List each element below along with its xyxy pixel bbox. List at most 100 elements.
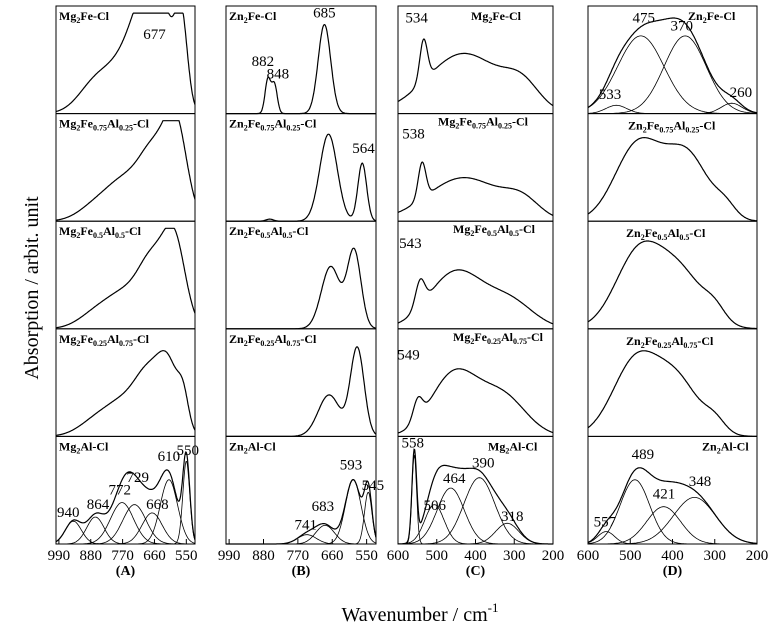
y-axis-title: Absorption / arbit. unit bbox=[21, 196, 43, 380]
component-peak bbox=[398, 504, 553, 545]
sample-label-subscript: 0.75 bbox=[119, 339, 133, 348]
sample-label-subscript: 0.5 bbox=[657, 233, 667, 242]
peak-annotation: 593 bbox=[340, 457, 363, 473]
sample-label-subscript: 0.25 bbox=[657, 341, 671, 350]
peak-annotation: 685 bbox=[313, 5, 336, 21]
sample-label-subscript: 2 bbox=[643, 126, 647, 135]
x-tick-label: 990 bbox=[218, 548, 241, 564]
sample-label-part: Zn bbox=[229, 117, 244, 131]
sample-label-part: -Cl bbox=[133, 117, 150, 131]
sample-label-subscript: 2 bbox=[470, 229, 474, 238]
x-tick-label: 300 bbox=[704, 548, 727, 564]
peak-annotation: 864 bbox=[87, 497, 110, 513]
component-peak bbox=[56, 516, 195, 545]
sample-label-subscript: 0.5 bbox=[115, 231, 125, 240]
sample-label-part: -Cl bbox=[697, 334, 714, 348]
spectrum-row: Zn2Fe-Cl 533 475 370 260 bbox=[587, 5, 758, 115]
sample-label-part: -Cl bbox=[527, 330, 544, 344]
sample-label-part: Al bbox=[673, 119, 686, 133]
spectrum-line bbox=[55, 227, 196, 329]
x-tick-label: 400 bbox=[464, 548, 487, 564]
peak-annotation: 348 bbox=[689, 474, 712, 490]
sample-label-subscript: 2 bbox=[244, 124, 248, 133]
panels-group: Mg2Fe-Cl677Mg2Fe0.75Al0.25-ClMg2Fe0.5Al0… bbox=[48, 5, 769, 579]
spectrum-row: Mg2Fe0.75Al0.25-Cl 538 bbox=[397, 113, 554, 222]
x-axis-title: Wavenumber / cm-1 bbox=[342, 600, 499, 626]
sample-label-part: Fe bbox=[645, 334, 658, 348]
peak-annotation: 610 bbox=[158, 449, 181, 465]
peak-annotation: 545 bbox=[362, 478, 385, 494]
x-tick-label: 500 bbox=[619, 548, 642, 564]
component-peak bbox=[56, 461, 196, 545]
sample-label-part: Fe bbox=[474, 222, 487, 236]
sample-label-part: Al bbox=[107, 332, 120, 346]
sample-label-part: Al-Cl bbox=[248, 439, 277, 453]
spectrum-row: Zn2Fe0.5Al0.5-Cl bbox=[587, 220, 758, 330]
sample-label-part: Al bbox=[274, 117, 287, 131]
sample-label-part: Fe bbox=[248, 332, 261, 346]
sample-label-part: Mg bbox=[453, 222, 470, 236]
sample-label-part: Al bbox=[103, 224, 116, 238]
sample-label-part: Zn bbox=[702, 439, 717, 453]
sample-label-part: Mg bbox=[59, 9, 76, 23]
sample-label-part: Fe bbox=[647, 119, 660, 133]
x-tick-label: 550 bbox=[355, 548, 378, 564]
peak-annotation: 489 bbox=[632, 447, 655, 463]
sample-label-part: Mg bbox=[59, 439, 76, 453]
sample-label-part: Al bbox=[667, 226, 680, 240]
sample-label-part: -Cl bbox=[125, 224, 142, 238]
sample-label: Mg2Fe0.5Al0.5-Cl bbox=[453, 222, 536, 238]
peak-annotation: 260 bbox=[730, 85, 753, 101]
sample-label-part: Zn bbox=[229, 224, 244, 238]
spectrum-line bbox=[55, 12, 196, 113]
component-peak bbox=[588, 506, 757, 545]
spectrum-line bbox=[587, 467, 757, 544]
spectrum-line bbox=[398, 448, 553, 545]
sample-label-part: Fe-Cl bbox=[80, 9, 109, 23]
sample-label-subscript: 0.75 bbox=[472, 122, 486, 131]
peak-annotation: 558 bbox=[401, 436, 424, 452]
peak-annotation: 550 bbox=[177, 443, 200, 459]
panel-label: (D) bbox=[663, 564, 683, 579]
sample-label-subscript: 0.25 bbox=[498, 122, 512, 131]
peak-annotation: 543 bbox=[399, 236, 422, 252]
peak-annotation: 668 bbox=[146, 497, 169, 513]
spectrum-row: Zn2Fe0.75Al0.25-Cl 564 bbox=[225, 113, 377, 222]
spectrum-line bbox=[55, 450, 196, 543]
peak-annotation: 464 bbox=[443, 471, 466, 487]
sample-label-subscript: 2 bbox=[76, 339, 80, 348]
sample-label-subscript: 2 bbox=[76, 231, 80, 240]
peak-annotation: 564 bbox=[352, 141, 375, 157]
sample-label-subscript: 0.5 bbox=[487, 229, 497, 238]
sample-label-subscript: 0.25 bbox=[685, 126, 699, 135]
sample-label-part: Zn bbox=[229, 9, 244, 23]
sample-label-subscript: 2 bbox=[455, 122, 459, 131]
x-tick-label: 200 bbox=[542, 548, 565, 564]
peak-annotation: 506 bbox=[424, 498, 447, 514]
panel-label: (C) bbox=[466, 564, 486, 579]
component-peak bbox=[55, 520, 195, 545]
spectrum-line bbox=[226, 346, 377, 437]
peak-annotation: 677 bbox=[143, 27, 166, 43]
sample-label-part: Fe bbox=[248, 224, 261, 238]
x-axis-title-unit-exponent: -1 bbox=[488, 600, 499, 615]
sample-label-subscript: 0.25 bbox=[286, 124, 300, 133]
panel-label: (A) bbox=[116, 564, 136, 579]
sample-label-subscript: 2 bbox=[244, 231, 248, 240]
sample-label-part: Mg bbox=[488, 439, 505, 453]
sample-label-subscript: 2 bbox=[76, 124, 80, 133]
sample-label-part: Zn bbox=[626, 226, 641, 240]
peak-annotation: 729 bbox=[126, 470, 149, 486]
x-tick-label: 600 bbox=[577, 548, 600, 564]
spectrum-line bbox=[587, 137, 758, 222]
sample-label-part: Zn bbox=[688, 9, 703, 23]
sample-label-part: Fe-Cl bbox=[492, 9, 521, 23]
sample-label-part: Fe bbox=[248, 117, 261, 131]
spectrum-row: Mg2Fe-Cl 534 bbox=[397, 5, 554, 115]
sample-label-part: Mg bbox=[438, 115, 455, 129]
sample-label-subscript: 2 bbox=[244, 16, 248, 25]
spectrum-line bbox=[226, 479, 377, 545]
peak-annotation: 538 bbox=[402, 126, 425, 142]
sample-label-subscript: 2 bbox=[244, 446, 248, 455]
peak-annotation: 475 bbox=[633, 10, 656, 26]
